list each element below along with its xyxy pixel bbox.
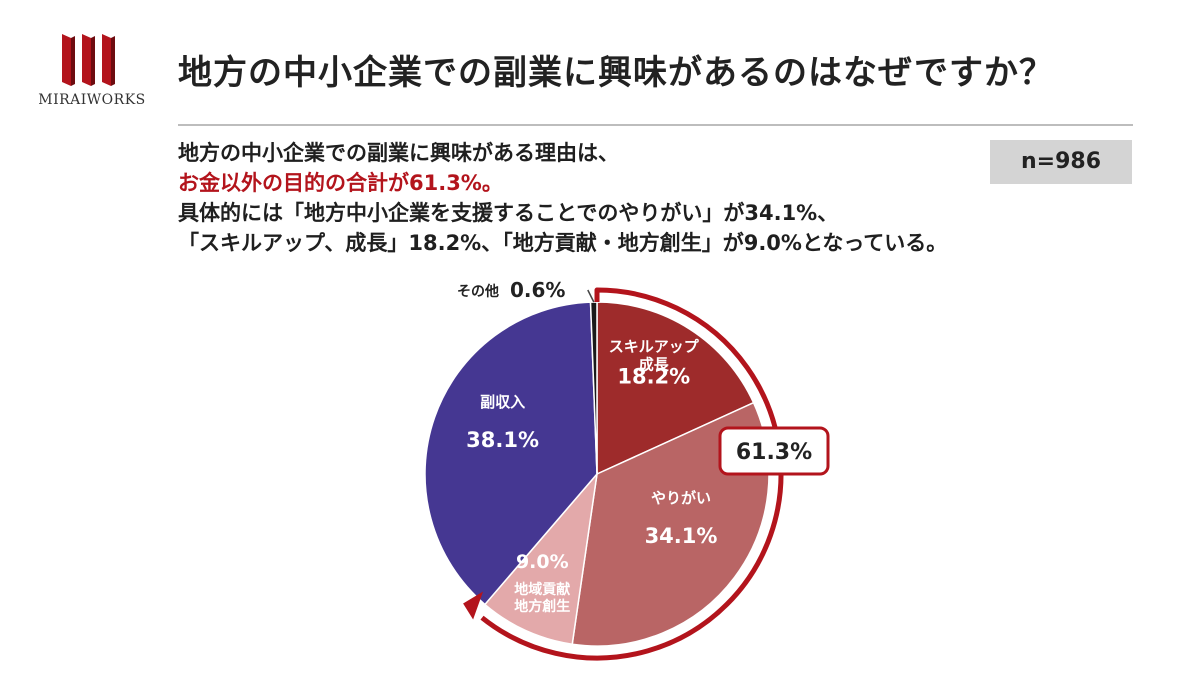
slice-label-other: その他	[457, 283, 499, 300]
page-title: 地方の中小企業での副業に興味があるのはなぜですか？	[178, 53, 1055, 93]
grouped-total-arc	[480, 287, 784, 661]
grouped-total-arrowhead	[463, 591, 484, 620]
summary-highlight: お金以外の目的の合計が61.3%。	[178, 171, 503, 195]
slice-label-2-0: 地域貢献	[514, 581, 570, 598]
slice-label-1-0: やりがい	[651, 489, 711, 507]
slice-label-3-0: 副収入	[480, 393, 525, 411]
logo-text: MIRAIWORKS	[38, 92, 146, 108]
summary-line-4: 「スキルアップ、成長」18.2%、「地方貢献・地方創生」が9.0%となっている。	[178, 231, 948, 255]
slice-value-2: 9.0%	[516, 551, 569, 573]
slice-label-2-1: 地方創生	[514, 598, 570, 615]
slice-label-0-1: 成長	[639, 356, 670, 374]
logo-mark-icon	[62, 34, 115, 86]
pie-slice-3	[424, 301, 598, 606]
summary-text: 地方の中小企業での副業に興味がある理由は、 お金以外の目的の合計が61.3%。 …	[178, 138, 947, 258]
sample-size-badge: n=986	[990, 140, 1132, 184]
pie-slice-0	[596, 301, 755, 476]
slice-value-0: 18.2%	[617, 365, 690, 389]
pie-slice-2	[483, 471, 599, 646]
other-leader-line	[587, 289, 595, 303]
brand-logo: MIRAIWORKS	[22, 30, 162, 110]
grouped-total-callout	[718, 426, 830, 476]
slice-value-other: 0.6%	[510, 278, 565, 302]
title-divider	[178, 124, 1133, 126]
summary-line-1: 地方の中小企業での副業に興味がある理由は、	[178, 141, 619, 165]
grouped-total-label: 61.3%	[736, 440, 812, 465]
slice-label-0-0: スキルアップ	[609, 338, 700, 356]
summary-line-3: 具体的には「地方中小企業を支援することでのやりがい」が34.1%、	[178, 201, 839, 225]
slice-value-3: 38.1%	[466, 428, 539, 452]
slice-value-1: 34.1%	[645, 524, 718, 548]
